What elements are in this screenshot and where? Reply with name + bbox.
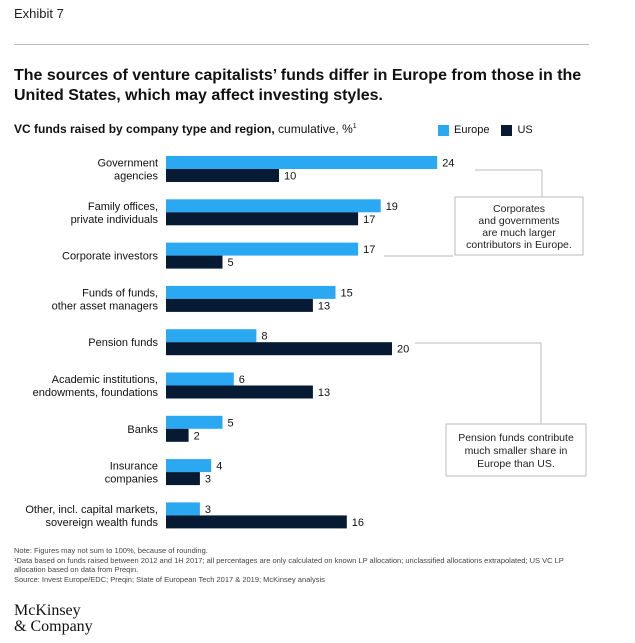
value-label-europe: 6 xyxy=(239,374,245,386)
value-label-us: 2 xyxy=(194,430,200,442)
category-label: agencies xyxy=(114,171,159,183)
category-label: Pension funds xyxy=(88,337,158,349)
category-label: private individuals xyxy=(71,214,159,226)
category-label: endowments, foundations xyxy=(33,387,159,399)
value-label-us: 10 xyxy=(284,171,296,183)
annotation-box xyxy=(445,423,587,477)
bar-europe xyxy=(166,459,212,473)
logo-line-2: & Company xyxy=(14,618,93,635)
annotation-text: are much larger xyxy=(482,227,556,239)
footnotes: Note: Figures may not sum to 100%, becau… xyxy=(14,546,589,584)
bar-europe xyxy=(166,199,381,213)
footnote-line: ¹Data based on funds raised between 2012… xyxy=(14,555,564,575)
exhibit-label: Exhibit 7 xyxy=(14,6,64,21)
value-label-us: 17 xyxy=(363,214,375,226)
category-label: Insurance xyxy=(110,461,158,473)
value-label-europe: 3 xyxy=(205,504,211,516)
bar-us xyxy=(166,428,189,442)
bar-us xyxy=(166,385,313,399)
chart-headline: The sources of venture capitalists’ fund… xyxy=(14,67,582,104)
annotation-text: Pension funds contribute xyxy=(458,432,574,444)
bar-us xyxy=(166,515,347,529)
value-label-us: 13 xyxy=(318,300,330,312)
bar-us xyxy=(166,298,313,312)
category-label: companies xyxy=(105,474,159,486)
logo-line-1: McKinsey xyxy=(14,602,81,619)
value-label-europe: 5 xyxy=(228,417,234,429)
bar-europe xyxy=(166,285,336,299)
legend-item-us: US xyxy=(501,124,533,136)
value-label-europe: 15 xyxy=(341,287,353,299)
value-label-europe: 24 xyxy=(442,158,454,170)
annotation-text: contributors in Europe. xyxy=(466,239,572,251)
category-label: Family offices, xyxy=(88,201,158,213)
value-label-us: 13 xyxy=(318,387,330,399)
category-label: Funds of funds, xyxy=(82,287,158,299)
bar-europe xyxy=(166,415,223,429)
legend-label-europe: Europe xyxy=(454,124,490,136)
bar-europe xyxy=(166,502,200,516)
category-label: Academic institutions, xyxy=(52,374,158,386)
legend-label-us: US xyxy=(517,124,533,136)
bar-europe xyxy=(166,156,438,169)
value-label-europe: 19 xyxy=(386,201,398,213)
category-label: Corporate investors xyxy=(62,251,158,263)
bar-us xyxy=(166,169,279,182)
bar-us xyxy=(166,472,200,486)
bar-europe xyxy=(166,372,234,386)
value-label-europe: 17 xyxy=(363,244,375,256)
value-label-us: 20 xyxy=(397,344,409,356)
legend-swatch-europe xyxy=(438,124,449,136)
bar-europe xyxy=(166,329,257,343)
value-label-europe: 4 xyxy=(216,461,222,473)
category-label: Government xyxy=(97,158,158,170)
category-label: Other, incl. capital markets, xyxy=(25,504,158,516)
mckinsey-logo: McKinsey & Company xyxy=(14,603,93,635)
legend-item-europe: Europe xyxy=(438,124,489,136)
top-divider xyxy=(14,44,589,45)
legend-swatch-us xyxy=(501,124,513,136)
value-label-us: 16 xyxy=(352,517,364,529)
category-label: other asset managers xyxy=(52,300,159,312)
bar-us xyxy=(166,255,223,269)
source-line: Source: Invest Europe/EDC; Preqin; State… xyxy=(14,574,325,584)
annotation-box xyxy=(454,196,584,256)
subtitle-footnote-mark: 1 xyxy=(352,123,357,130)
bar-us xyxy=(166,342,392,356)
annotation-text: and governments xyxy=(478,215,559,227)
subtitle-rest: cumulative, % xyxy=(274,122,353,136)
annotation-text: Corporates xyxy=(493,203,545,215)
annotation-text: Europe than US. xyxy=(477,458,555,470)
value-label-europe: 8 xyxy=(261,331,267,343)
chart-subtitle: VC funds raised by company type and regi… xyxy=(14,122,357,136)
value-label-us: 3 xyxy=(205,474,211,486)
annotation-text: much smaller share in xyxy=(465,445,568,457)
bar-europe xyxy=(166,242,359,256)
value-label-us: 5 xyxy=(228,257,234,269)
subtitle-bold: VC funds raised by company type and regi… xyxy=(14,122,275,136)
note-line: Note: Figures may not sum to 100%, becau… xyxy=(14,546,208,555)
category-label: Banks xyxy=(127,424,158,436)
chart-legend: Europe US xyxy=(438,124,545,136)
category-label: sovereign wealth funds xyxy=(45,517,158,529)
bar-us xyxy=(166,212,359,226)
